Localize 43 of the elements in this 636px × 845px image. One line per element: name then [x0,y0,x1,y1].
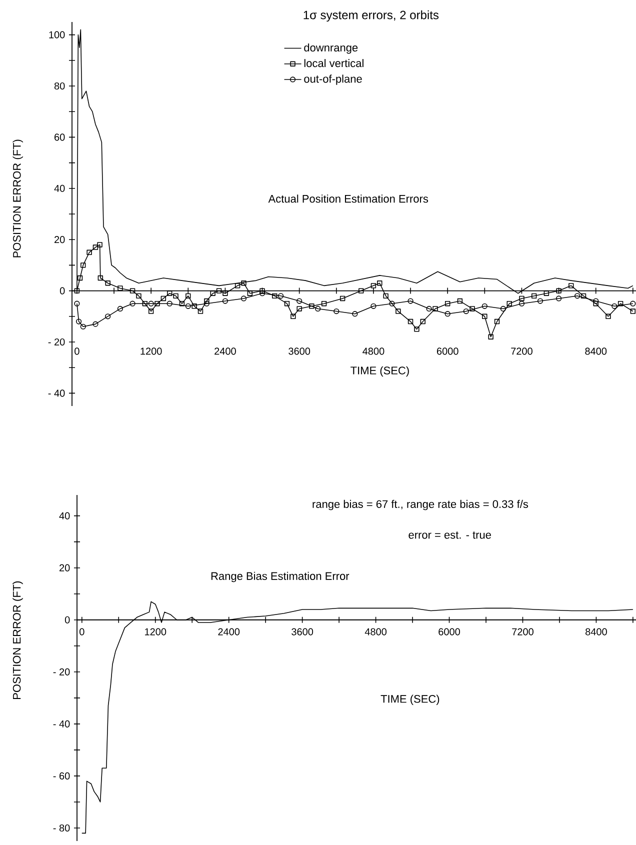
y-tick-label: - 20 [48,338,65,346]
y-axis-title: POSITION ERROR (FT) [12,140,23,258]
x-tick-label: 3600 [288,348,310,355]
annotation: Range Bias Estimation Error [211,572,350,582]
x-tick-label: 2400 [218,628,240,636]
y-axis-title: POSITION ERROR (FT) [12,581,23,699]
x-tick-label: 8400 [586,628,607,636]
y-tick-label: 0 [60,287,65,294]
annotation: error = est. - true [408,532,491,539]
legend-label: local vertical [304,59,364,68]
x-tick-label: 8400 [585,348,607,355]
y-tick-label: - 40 [48,390,65,397]
legend-label: downrange [304,43,358,54]
y-tick-label: 0 [64,616,70,624]
x-tick-label: 6000 [436,348,458,355]
legend-label: out-of-plane [304,74,362,85]
annotation: Actual Position Estimation Errors [268,194,428,203]
y-tick-label: - 80 [53,824,70,832]
x-tick-label: 0 [80,628,84,636]
x-axis-title: TIME (SEC) [350,366,409,377]
annotation: range bias = 67 ft., range rate bias = 0.33 f/s [312,500,528,510]
x-tick-label: 7200 [511,348,532,355]
x-tick-label: 6000 [438,628,460,636]
y-tick-label: 20 [60,564,70,572]
y-tick-label: 100 [49,31,65,38]
y-tick-label: 60 [54,134,65,141]
y-tick-label: - 60 [53,772,70,780]
x-tick-label: 1200 [145,628,166,636]
y-tick-label: 80 [54,82,65,90]
x-tick-label: 3600 [292,628,314,636]
x-tick-label: 0 [74,348,80,355]
y-tick-label: 40 [59,512,70,520]
x-tick-label: 4800 [364,628,387,636]
x-tick-label: 2400 [214,348,236,355]
y-tick-label: - 40 [53,720,70,728]
x-tick-label: 4800 [362,348,384,355]
y-tick-label: - 20 [53,668,70,676]
y-tick-label: 20 [54,236,65,244]
chart-title: 1σ system errors, 2 orbits [304,10,439,22]
x-axis-title: TIME (SEC) [380,694,440,705]
y-tick-label: 40 [54,184,65,192]
x-tick-label: 1200 [140,348,162,355]
x-tick-label: 7200 [512,628,534,636]
